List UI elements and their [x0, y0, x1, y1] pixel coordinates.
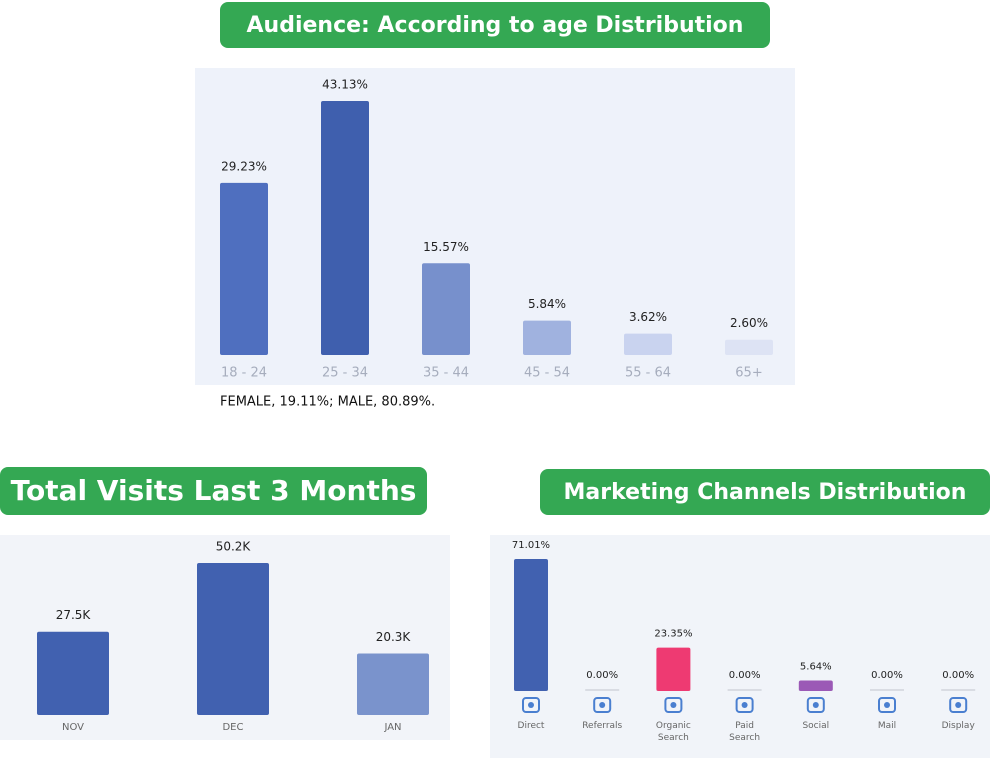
value-label: 0.00%	[871, 670, 903, 681]
bar	[197, 563, 269, 715]
chart-title: Marketing Channels Distribution	[564, 480, 967, 505]
channel-icon	[806, 697, 825, 713]
x-tick-label: JAN	[383, 722, 401, 733]
icon-dot	[741, 702, 748, 708]
icon-dot	[670, 702, 677, 708]
category-box: Display	[941, 721, 975, 731]
title-banner	[540, 469, 990, 515]
value-label: 5.84%	[528, 297, 566, 311]
value-label: 3.62%	[629, 310, 667, 324]
value-label: 29.23%	[221, 159, 267, 173]
channel-icon	[878, 697, 896, 713]
icon-dot	[528, 702, 534, 708]
icon-dot	[884, 702, 890, 708]
bar	[321, 101, 369, 355]
value-label: 5.64%	[800, 662, 832, 673]
icon-shape	[949, 697, 968, 713]
title-banner	[220, 2, 770, 48]
x-tick-label: Social	[802, 721, 830, 731]
value-label: 0.00%	[942, 670, 974, 681]
value-label: 0.00%	[729, 670, 761, 681]
x-tick-label: 65+	[735, 366, 762, 381]
x-tick-label: NOV	[62, 722, 84, 733]
panel	[490, 535, 990, 758]
x-tick-label: 25 - 34	[322, 366, 368, 381]
value-label: 0.00%	[586, 670, 618, 681]
bar	[422, 263, 470, 355]
bar	[37, 631, 109, 715]
bar	[624, 333, 672, 355]
value-label: 27.5K	[56, 608, 92, 622]
note: FEMALE, 19.11%; MALE, 80.89%.	[220, 395, 435, 410]
x-tick-label: DEC	[222, 722, 243, 733]
bar	[656, 647, 691, 691]
x-tick-label: Referrals	[582, 721, 623, 731]
icon-shape	[593, 697, 612, 713]
bar-track	[941, 689, 976, 691]
x-tick-label: Display	[941, 721, 975, 731]
category-box: Paid Search	[729, 721, 761, 743]
category-box: Referrals	[582, 721, 623, 731]
channel-icon	[735, 697, 754, 713]
value-label: 2.60%	[730, 316, 768, 330]
x-tick-label: Paid Search	[729, 721, 761, 743]
x-tick-label: 18 - 24	[221, 366, 267, 381]
value-label: 50.2K	[216, 540, 252, 554]
chart-title: Audience: According to age Distribution	[247, 13, 744, 38]
x-tick-label: 45 - 54	[524, 366, 570, 381]
x-tick-label: Direct	[517, 721, 545, 731]
icon-dot	[955, 702, 962, 708]
x-tick-label: 35 - 44	[423, 366, 469, 381]
channel-icon	[593, 697, 612, 713]
category-box: Social	[802, 721, 830, 731]
channel-icon	[664, 697, 683, 713]
value-label: 15.57%	[423, 240, 469, 254]
value-label: 71.01%	[512, 540, 550, 551]
category-box: Organic Search	[655, 721, 691, 743]
icon-shape	[664, 697, 683, 713]
icon-dot	[599, 702, 606, 708]
bar-track	[585, 689, 620, 691]
bar	[357, 653, 429, 715]
channel-icon	[522, 697, 540, 713]
icon-shape	[806, 697, 825, 713]
value-label: 23.35%	[654, 629, 692, 640]
category-box: Direct	[517, 721, 545, 731]
bar	[798, 680, 833, 691]
bar	[220, 182, 268, 355]
value-label: 20.3K	[376, 630, 412, 644]
channel-icon	[949, 697, 968, 713]
icon-dot	[812, 702, 819, 708]
bar-track	[870, 689, 904, 691]
bar-track	[727, 689, 762, 691]
icon-shape	[735, 697, 754, 713]
bar	[523, 320, 571, 355]
x-tick-label: 55 - 64	[625, 366, 671, 381]
icon-shape	[522, 697, 540, 713]
value-label: 43.13%	[322, 78, 368, 92]
category-box: Mail	[877, 721, 897, 731]
bar	[514, 559, 548, 691]
x-tick-label: Organic Search	[655, 721, 691, 743]
panel	[195, 68, 795, 385]
chart-title: Total Visits Last 3 Months	[11, 474, 417, 507]
icon-shape	[878, 697, 896, 713]
title-banner	[0, 467, 427, 515]
x-tick-label: Mail	[877, 721, 897, 731]
bar	[725, 339, 773, 355]
